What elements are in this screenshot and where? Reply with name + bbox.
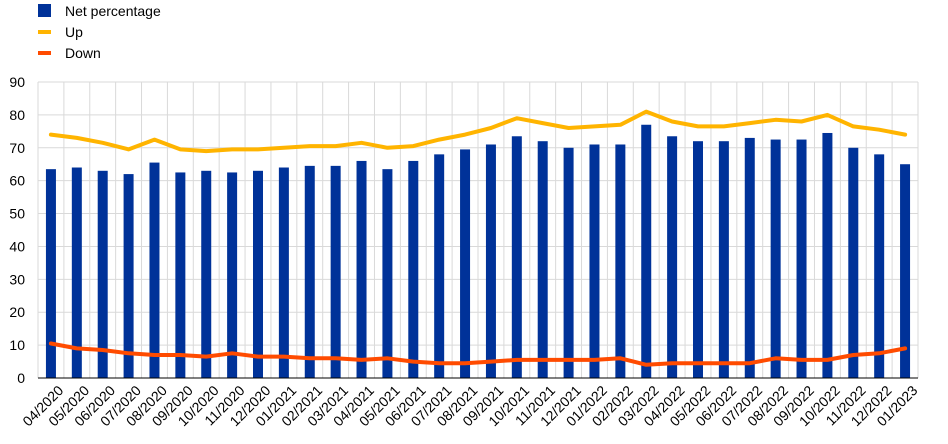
legend-item-down: Down [38, 42, 161, 63]
bar [201, 170, 212, 378]
bar [253, 170, 263, 378]
y-tick-label: 10 [9, 337, 25, 353]
legend-swatch-up [38, 29, 51, 34]
bar [45, 169, 56, 378]
line-series-down [48, 341, 908, 367]
legend-label-down: Down [65, 44, 101, 61]
y-tick-label: 90 [9, 74, 25, 90]
bar [97, 170, 108, 378]
bar [641, 124, 652, 378]
y-tick-label: 60 [9, 173, 25, 189]
y-tick-label: 0 [17, 370, 25, 386]
bar [615, 144, 626, 378]
bar [511, 136, 522, 378]
legend-label-up: Up [65, 23, 83, 40]
bar [848, 147, 859, 378]
bar [667, 136, 678, 378]
bar [822, 132, 833, 378]
line-series-up [48, 109, 908, 154]
legend-item-net-percentage: Net percentage [38, 0, 161, 21]
bar [227, 172, 238, 378]
legend: Net percentage Up Down [38, 0, 161, 63]
bar [563, 147, 574, 378]
y-tick-label: 50 [9, 206, 25, 222]
bar [460, 149, 471, 378]
y-tick-label: 40 [9, 238, 25, 254]
bar [408, 160, 419, 378]
bar [382, 169, 393, 378]
bar [71, 167, 82, 378]
bar [149, 162, 160, 378]
bar [744, 137, 755, 378]
bar [330, 165, 341, 378]
bar [485, 144, 496, 378]
bar [874, 154, 885, 378]
bar [718, 141, 729, 378]
legend-swatch-net-percentage [38, 4, 51, 17]
bar [900, 164, 911, 378]
bar [537, 141, 548, 378]
legend-item-up: Up [38, 21, 161, 42]
bar [175, 172, 186, 378]
bar [304, 165, 315, 378]
y-tick-label: 70 [9, 140, 25, 156]
y-tick-label: 80 [9, 107, 25, 123]
bar [278, 167, 289, 378]
y-tick-label: 20 [9, 304, 25, 320]
bar [434, 154, 445, 378]
bar [356, 160, 367, 378]
bar [796, 139, 807, 378]
legend-swatch-down [38, 50, 51, 55]
bar [123, 174, 134, 378]
y-tick-label: 30 [9, 271, 25, 287]
bar [589, 144, 600, 378]
legend-label-net-percentage: Net percentage [65, 2, 161, 19]
bar [770, 139, 781, 378]
bar [693, 141, 703, 378]
